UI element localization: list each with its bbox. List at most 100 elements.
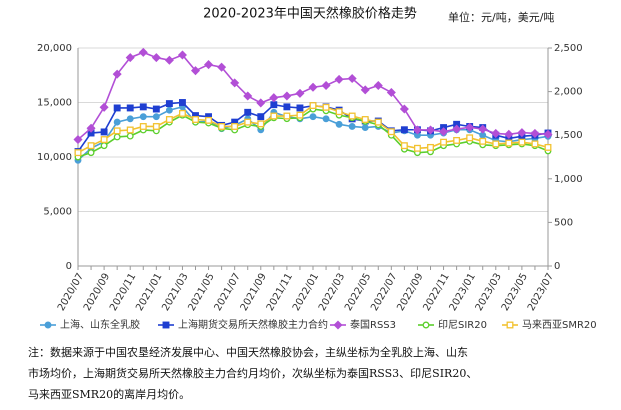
marker [113,118,121,126]
marker [465,122,475,132]
marker [296,111,304,119]
marker [244,108,252,116]
marker [452,124,462,134]
legend-item: 印尼SIR20 [418,319,487,331]
marker [178,109,186,117]
marker [270,101,278,109]
marker [205,116,213,124]
marker [152,123,160,130]
marker [256,98,266,108]
marker [295,88,305,98]
marker [165,100,173,108]
marker [322,115,330,123]
marker [492,140,500,148]
marker [348,112,356,120]
marker [126,132,134,140]
marker [505,139,513,147]
marker [531,140,539,148]
chart-title: 2020-2023年中国天然橡胶价格走势 [203,6,417,22]
marker [178,99,186,106]
marker [347,74,357,84]
legend-item: 上海、山东全乳胶 [40,318,140,331]
series [74,103,552,164]
marker [270,112,278,120]
marker [86,123,96,133]
marker [412,125,422,135]
legend-item: 上海期货交易所天然橡胶主力合约 [158,318,328,331]
marker [87,142,95,150]
legend-label: 马来西亚SMR20 [522,319,597,331]
legend-marker [44,321,52,329]
marker [243,91,253,101]
marker [321,80,331,91]
marker [139,113,147,121]
marker [177,50,187,60]
marker [257,113,265,121]
marker [466,134,474,142]
legend-item: 泰国RSS3 [330,318,396,331]
y2-tick-label: 500 [554,217,573,228]
marker [87,149,95,157]
legend-marker [506,321,514,329]
marker [479,137,487,145]
marker [439,127,449,137]
marker [257,120,265,128]
legend-label: 上海、山东全乳胶 [60,318,140,331]
marker [283,103,291,111]
marker [374,118,382,126]
marker [113,133,121,141]
note: 市场均价，上海期货交易所天然橡胶主力合约月均价，次纵坐标为泰国RSS3、印尼SI… [28,366,477,380]
marker [125,53,135,63]
legend-label: 泰国RSS3 [350,318,396,331]
marker [308,82,318,92]
marker [138,47,148,57]
marker [164,55,174,65]
marker [425,125,436,135]
marker [544,143,552,151]
marker [386,87,396,97]
marker [112,69,122,79]
marker [190,66,201,76]
marker [139,123,147,130]
marker [100,128,108,136]
legend-marker [162,321,170,329]
marker [113,104,121,112]
legend-item: 马来西亚SMR20 [502,319,597,331]
y-tick-label: 20,000 [37,43,72,54]
y2-tick-label: 1,500 [554,130,583,141]
marker [491,128,501,138]
marker [218,123,226,130]
marker [360,85,370,95]
note: 马来西亚SMR20的离岸月均价。 [28,387,190,401]
marker [231,123,239,130]
note: 注：数据来源于中国农垦经济发展中心、中国天然橡胶协会，主纵坐标为全乳胶上海、山东 [28,345,468,359]
series [74,102,552,157]
y2-tick-label: 0 [554,261,560,272]
marker [440,138,448,146]
marker [126,104,134,112]
y2-tick-label: 2,000 [554,87,583,98]
marker [373,80,383,91]
marker [204,60,214,70]
marker [478,124,488,134]
marker [400,142,408,150]
marker [335,120,343,128]
marker [427,143,434,151]
y-tick-label: 5,000 [43,207,72,218]
marker [126,126,134,134]
y-tick-label: 10,000 [37,152,72,163]
marker [244,118,252,126]
marker [518,138,526,146]
marker [517,128,527,138]
marker [334,74,344,84]
x-tick-label: 2023/07 [526,272,556,313]
marker [152,105,160,113]
marker [73,135,83,145]
marker [152,113,160,121]
marker [453,136,461,144]
marker [100,136,108,144]
marker [361,124,369,132]
marker [309,102,317,110]
legend-marker [422,321,430,329]
